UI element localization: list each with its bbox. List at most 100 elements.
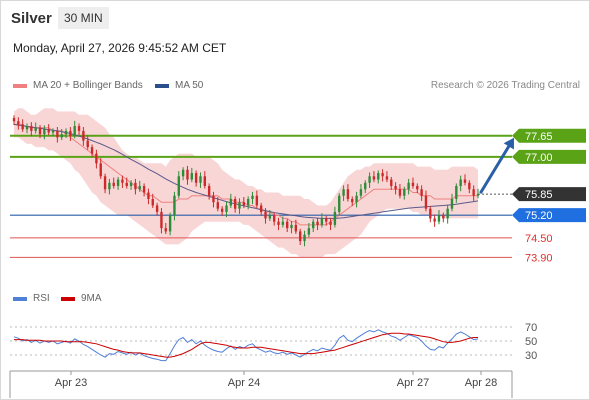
candle-body (277, 221, 280, 225)
candle-body (220, 208, 224, 212)
forecast-arrow (479, 137, 514, 194)
forecast-arrow-head (503, 137, 514, 150)
candle (390, 176, 393, 190)
candle-body (320, 218, 324, 225)
candle (420, 185, 423, 201)
candle-body (56, 130, 59, 138)
candle-body (225, 205, 228, 212)
candle-body (403, 189, 406, 196)
candle (312, 219, 315, 233)
candle-body (121, 179, 124, 183)
candle-body (299, 231, 302, 242)
candle (264, 208, 267, 224)
ma9-swatch (61, 296, 75, 301)
candle (43, 125, 46, 140)
candle-body (99, 163, 102, 177)
candle-body (459, 179, 462, 187)
candle (277, 217, 280, 231)
candle-body (246, 198, 250, 206)
candle (164, 222, 167, 234)
candle-body (190, 173, 193, 180)
interval-selector[interactable]: 30 MIN (58, 7, 109, 29)
candles (12, 115, 480, 247)
candle-body (290, 224, 293, 229)
candle-body (216, 202, 220, 209)
legend-ma20: MA 20 + Bollinger Bands (13, 80, 143, 91)
candle (416, 183, 419, 194)
candle (372, 171, 376, 183)
candle-body (12, 117, 16, 122)
candle-body (429, 208, 432, 219)
candle-body (398, 189, 402, 196)
ma20-legend-label: MA 20 + Bollinger Bands (33, 80, 143, 91)
candle-body (316, 221, 319, 225)
x-tick-label-2: Apr 27 (397, 377, 429, 389)
candle (433, 214, 436, 227)
forecast-arrow-shaft (479, 144, 511, 194)
candle-body (255, 195, 259, 206)
rsi-grid: 70 50 30 (10, 322, 537, 362)
candle (272, 212, 276, 226)
level-label-77.65: 77.65 (525, 131, 553, 143)
candle (290, 221, 293, 234)
candle-body (377, 173, 380, 180)
candle (47, 124, 50, 136)
candle (286, 219, 289, 233)
candle (333, 206, 337, 228)
candle (212, 191, 215, 208)
candle (207, 183, 211, 200)
candle-body (342, 189, 345, 196)
candle (138, 180, 141, 192)
x-tick-label-0: Apr 23 (55, 377, 87, 389)
candle (108, 178, 111, 195)
candle (281, 216, 285, 228)
candle (468, 180, 471, 194)
candle (299, 228, 302, 245)
candle-body (64, 130, 68, 135)
candle-body (51, 130, 55, 133)
candle (359, 184, 363, 199)
candle-body (212, 195, 215, 203)
candle (407, 178, 410, 195)
candle-body (325, 218, 328, 222)
candle (181, 167, 185, 181)
candle-body (390, 179, 393, 187)
candle (142, 183, 146, 197)
candle (186, 165, 189, 185)
candle (220, 206, 224, 216)
candle (338, 193, 341, 216)
ma50-swatch (155, 83, 169, 88)
candle-body (207, 186, 211, 196)
candle (225, 201, 228, 218)
candle-body (151, 198, 154, 206)
candle (77, 123, 81, 135)
candle (450, 193, 454, 212)
candle (355, 191, 358, 208)
candle (30, 122, 33, 137)
candle (51, 128, 55, 137)
rsi-legend-label: RSI (33, 293, 50, 304)
rsi-tick-30: 30 (525, 350, 537, 362)
ma20-swatch (13, 83, 27, 88)
candle (429, 206, 432, 223)
candle-body (229, 198, 233, 206)
candle (437, 210, 441, 225)
candle-body (95, 153, 98, 164)
datetime-label: Monday, April 27, 2026 9:45:52 AM CET (13, 41, 227, 55)
candle-body (268, 215, 272, 219)
candle-body (103, 176, 107, 190)
level-label-74.50: 74.50 (525, 233, 553, 245)
candle (17, 117, 20, 130)
candle-body (181, 169, 185, 177)
candle (64, 128, 68, 139)
x-axis: Apr 23 Apr 24 Apr 27 Apr 28 (9, 370, 513, 398)
candle-body (303, 234, 306, 242)
candle-body (450, 198, 454, 209)
candle-body (259, 205, 263, 212)
candle (177, 171, 180, 199)
candle-body (116, 179, 120, 187)
candle-body (394, 186, 397, 190)
candle-body (82, 130, 85, 141)
candle (463, 174, 467, 186)
candle-body (346, 189, 350, 199)
